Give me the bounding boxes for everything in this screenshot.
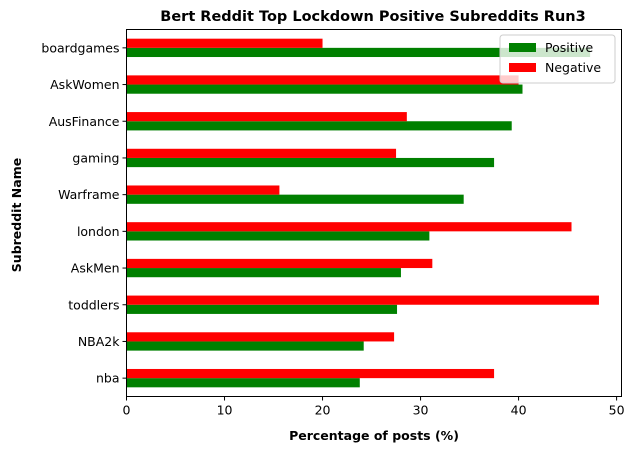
y-tick-label: NBA2k: [78, 334, 120, 349]
bar-positive-gaming: [126, 157, 495, 168]
x-tick-label: 40: [511, 403, 527, 418]
legend-label-positive: Positive: [545, 40, 593, 55]
y-tick-label: toddlers: [68, 297, 119, 312]
bar-positive-london: [126, 231, 430, 241]
x-tick-label: 20: [315, 403, 331, 418]
bar-negative-warframe: [126, 185, 280, 195]
x-tick-label: 50: [609, 403, 625, 418]
bar-negative-nba: [126, 368, 495, 379]
plot-frame: [126, 29, 622, 397]
y-tick-label: boardgames: [41, 40, 119, 55]
bar-positive-nba: [126, 378, 360, 388]
y-tick-label: Warframe: [58, 187, 120, 202]
y-tick-label: gaming: [72, 150, 119, 165]
y-tick-label: AusFinance: [49, 114, 120, 129]
bars-layer: [126, 38, 599, 388]
bar-positive-nba2k: [126, 341, 364, 351]
bar-negative-london: [126, 222, 572, 232]
bar-positive-ausfinance: [126, 121, 512, 131]
legend-swatch-negative: [509, 63, 536, 72]
bar-negative-boardgames: [126, 38, 323, 48]
bar-negative-ausfinance: [126, 112, 407, 122]
bar-positive-warframe: [126, 194, 464, 204]
bar-positive-boardgames: [126, 47, 591, 58]
bar-positive-toddlers: [126, 304, 398, 314]
legend: Positive Negative: [499, 34, 616, 84]
bar-positive-askwomen: [126, 84, 523, 94]
y-tick-label: london: [77, 224, 120, 239]
y-axis-label: Subreddit Name: [9, 158, 24, 272]
chart-title: Bert Reddit Top Lockdown Positive Subred…: [160, 9, 585, 25]
bar-negative-toddlers: [126, 295, 599, 305]
x-tick-label: 30: [413, 403, 429, 418]
bar-positive-askmen: [126, 268, 401, 278]
bar-negative-gaming: [126, 148, 397, 158]
legend-label-negative: Negative: [545, 60, 601, 75]
legend-swatch-positive: [509, 43, 536, 52]
x-tick-label: 10: [217, 403, 233, 418]
x-axis-label: Percentage of posts (%): [289, 428, 459, 443]
ticks-layer: nba NBA2k toddlers AskMen london Warframe gami…: [41, 40, 624, 417]
y-tick-label: AskMen: [71, 261, 120, 276]
x-tick-label: 0: [123, 403, 131, 418]
bar-negative-askwomen: [126, 75, 519, 85]
bar-negative-askmen: [126, 258, 433, 269]
y-tick-label: nba: [96, 371, 120, 386]
bar-negative-nba2k: [126, 332, 395, 342]
y-tick-label: AskWomen: [50, 77, 119, 92]
